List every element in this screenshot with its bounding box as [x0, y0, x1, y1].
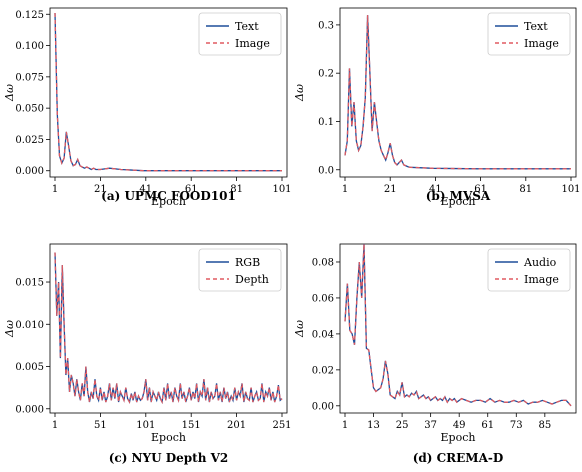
y-tick-label: 0.015: [15, 278, 44, 289]
x-axis-label: Epoch: [151, 195, 186, 208]
chart-panel-1: 1 21 41 61 81 101 0.0 0.1 0.2 0.3 Epoch Δω (b) MVSA T…: [293, 7, 581, 208]
y-tick-label: 0.025: [15, 135, 44, 146]
x-tick-label: 251: [272, 420, 291, 431]
legend-entry: Text: [235, 20, 259, 33]
x-tick-label: 51: [94, 420, 107, 431]
panel-caption: (b) MVSA: [426, 189, 491, 203]
x-tick-label: 85: [538, 420, 551, 431]
x-tick-label: 25: [396, 420, 409, 431]
x-tick-label: 101: [272, 184, 291, 195]
legend-entry: RGB: [235, 256, 260, 269]
y-tick-label: 0.000: [15, 404, 44, 415]
x-tick-label: 73: [510, 420, 523, 431]
x-tick-label: 201: [227, 420, 246, 431]
panel-caption: (a) UPMC FOOD101: [101, 189, 236, 203]
y-tick-label: 0.00: [312, 401, 334, 412]
x-axis-label: Epoch: [441, 431, 476, 444]
y-tick-label: 0.04: [312, 329, 334, 340]
chart-panel-0: 1 21 41 61 81 101 0.000 0.025 0.050 0.075 0.100 0.1…: [3, 7, 292, 208]
x-axis-label: Epoch: [151, 431, 186, 444]
x-tick-label: 151: [182, 420, 201, 431]
series-line-image: [344, 15, 571, 170]
y-tick-label: 0.050: [15, 104, 44, 115]
x-tick-label: 21: [94, 184, 107, 195]
plot-frame: [49, 243, 288, 414]
y-tick-label: 0.125: [15, 10, 44, 21]
legend: Text Image: [198, 12, 282, 56]
x-tick-label: 101: [136, 420, 155, 431]
x-tick-label: 101: [561, 184, 580, 195]
legend-box: [198, 248, 282, 292]
y-tick-label: 0.005: [15, 362, 44, 373]
x-tick-label: 61: [481, 420, 494, 431]
chart-panel-3: 1 13 25 37 49 61 73 85 0.00 0.02 0.04 0.06 0.08 Epoch…: [293, 243, 577, 465]
x-tick-label: 81: [230, 184, 243, 195]
x-tick-label: 13: [367, 420, 380, 431]
legend-box: [487, 248, 571, 292]
y-tick-label: 0.08: [312, 257, 334, 268]
x-tick-label: 21: [384, 184, 397, 195]
x-tick-label: 61: [185, 184, 198, 195]
x-tick-label: 81: [519, 184, 532, 195]
y-tick-label: 0.02: [312, 365, 334, 376]
x-tick-label: 61: [474, 184, 487, 195]
x-tick-label: 49: [453, 420, 466, 431]
legend-entry: Depth: [235, 273, 269, 286]
legend-entry: Image: [524, 37, 559, 50]
y-tick-label: 0.010: [15, 320, 44, 331]
x-tick-label: 37: [424, 420, 437, 431]
series-line-depth: [54, 252, 283, 405]
x-tick-label: 1: [52, 420, 58, 431]
panel-caption: (c) NYU Depth V2: [109, 451, 229, 465]
series-line-image: [344, 243, 572, 407]
x-tick-label: 41: [429, 184, 442, 195]
x-tick-label: 1: [52, 184, 58, 195]
y-tick-label: 0.000: [15, 166, 44, 177]
y-tick-label: 0.3: [318, 20, 334, 31]
y-tick-label: 0.1: [318, 117, 334, 128]
y-axis-label: Δω: [293, 320, 306, 338]
legend-box: [487, 12, 571, 56]
y-axis-label: Δω: [3, 320, 16, 338]
y-tick-label: 0.0: [318, 165, 334, 176]
y-axis-label: Δω: [3, 84, 16, 102]
legend-entry: Audio: [523, 256, 557, 269]
legend: Text Image: [487, 12, 571, 56]
x-tick-label: 41: [139, 184, 152, 195]
y-tick-label: 0.06: [312, 293, 334, 304]
plot-frame: [49, 7, 288, 178]
legend-entry: Image: [235, 37, 270, 50]
chart-panel-2: 1 51 101 151 201 2510.0000.0050.0100.015Epoch…: [3, 243, 292, 465]
series-line-image: [54, 12, 282, 172]
x-tick-label: 1: [342, 420, 348, 431]
plot-frame: [339, 243, 577, 414]
y-axis-label: Δω: [293, 84, 306, 102]
plot-frame: [339, 7, 577, 178]
legend-box: [198, 12, 282, 56]
y-tick-label: 0.075: [15, 72, 44, 83]
legend: RGB Depth: [198, 248, 282, 292]
x-tick-label: 1: [342, 184, 348, 195]
legend-entry: Image: [524, 273, 559, 286]
x-axis-label: Epoch: [441, 195, 476, 208]
panel-caption: (d) CREMA-D: [413, 451, 504, 465]
y-tick-label: 0.2: [318, 69, 334, 80]
y-tick-label: 0.100: [15, 41, 44, 52]
legend: Audio Image: [487, 248, 571, 292]
legend-entry: Text: [524, 20, 548, 33]
